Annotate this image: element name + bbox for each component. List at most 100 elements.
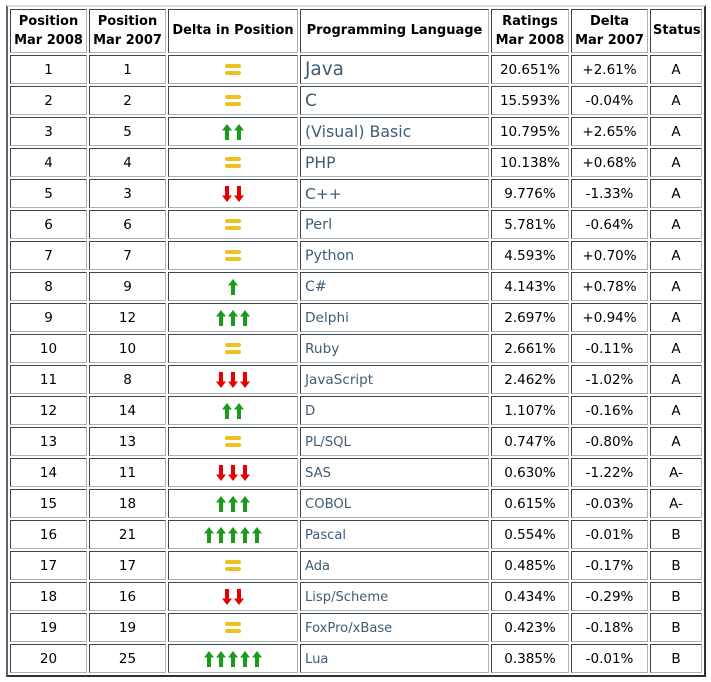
table-row: 1 1 Java 20.651% +2.61% A [10, 55, 702, 84]
ratings-cell: 4.143% [491, 272, 569, 301]
language-cell: FoxPro/xBase [300, 613, 489, 642]
language-name: Pascal [305, 527, 347, 543]
col-header-delta-ratings: Delta Mar 2007 [571, 9, 648, 53]
position-2007-cell: 21 [89, 520, 166, 549]
status-cell: A- [650, 489, 702, 518]
status-cell: A [650, 55, 702, 84]
position-2008-cell: 2 [10, 86, 87, 115]
equal-icon [225, 250, 241, 261]
language-name: COBOL [305, 496, 352, 512]
table-row: 18 16 Lisp/Scheme 0.434% -0.29% B [10, 582, 702, 611]
position-2007-cell: 7 [89, 241, 166, 270]
language-cell: C++ [300, 179, 489, 208]
delta-ratings-cell: -0.11% [571, 334, 648, 363]
delta-position-cell [168, 613, 298, 642]
header-line: Status [653, 23, 701, 39]
delta-position-cell [168, 551, 298, 580]
language-cell: Lisp/Scheme [300, 582, 489, 611]
position-2007-cell: 14 [89, 396, 166, 425]
position-2007-cell: 3 [89, 179, 166, 208]
delta-ratings-cell: +0.68% [571, 148, 648, 177]
up-arrow-icon [204, 526, 214, 543]
delta-ratings-cell: -0.64% [571, 210, 648, 239]
position-2007-cell: 12 [89, 303, 166, 332]
ratings-cell: 2.661% [491, 334, 569, 363]
up-arrow-icon [216, 650, 226, 667]
position-2008-cell: 15 [10, 489, 87, 518]
equal-icon [225, 622, 241, 633]
delta-ratings-cell: -1.22% [571, 458, 648, 487]
language-name: C# [305, 278, 327, 295]
equal-icon [225, 436, 241, 447]
delta-position-cell [168, 520, 298, 549]
position-2008-cell: 14 [10, 458, 87, 487]
language-cell: SAS [300, 458, 489, 487]
language-cell: (Visual) Basic [300, 117, 489, 146]
ratings-cell: 9.776% [491, 179, 569, 208]
status-cell: A [650, 86, 702, 115]
ratings-cell: 0.385% [491, 644, 569, 673]
position-2007-cell: 9 [89, 272, 166, 301]
position-2008-cell: 11 [10, 365, 87, 394]
delta-ratings-cell: +0.78% [571, 272, 648, 301]
table-header: Position Mar 2008 Position Mar 2007 Delt… [10, 9, 702, 53]
position-2007-cell: 10 [89, 334, 166, 363]
position-2007-cell: 6 [89, 210, 166, 239]
position-2008-cell: 6 [10, 210, 87, 239]
status-cell: B [650, 582, 702, 611]
ratings-cell: 4.593% [491, 241, 569, 270]
down-arrow-icon [234, 185, 244, 202]
delta-position-cell [168, 396, 298, 425]
position-2008-cell: 9 [10, 303, 87, 332]
language-name: Python [305, 247, 355, 264]
language-cell: Ruby [300, 334, 489, 363]
delta-position-cell [168, 179, 298, 208]
equal-icon [225, 95, 241, 106]
language-cell: PL/SQL [300, 427, 489, 456]
delta-position-cell [168, 458, 298, 487]
status-cell: A [650, 365, 702, 394]
language-cell: D [300, 396, 489, 425]
position-2007-cell: 2 [89, 86, 166, 115]
ratings-cell: 0.630% [491, 458, 569, 487]
status-cell: A [650, 272, 702, 301]
table-row: 17 17 Ada 0.485% -0.17% B [10, 551, 702, 580]
up-arrow-icon [252, 526, 262, 543]
language-cell: Delphi [300, 303, 489, 332]
down-arrow-icon [216, 371, 226, 388]
up-arrow-icon [240, 650, 250, 667]
down-arrow-icon [222, 588, 232, 605]
delta-ratings-cell: -0.80% [571, 427, 648, 456]
up-arrow-icon [216, 526, 226, 543]
delta-position-cell [168, 148, 298, 177]
delta-position-cell [168, 303, 298, 332]
equal-icon [225, 343, 241, 354]
table-row: 7 7 Python 4.593% +0.70% A [10, 241, 702, 270]
position-2008-cell: 19 [10, 613, 87, 642]
language-cell: Pascal [300, 520, 489, 549]
table-row: 15 18 COBOL 0.615% -0.03% A- [10, 489, 702, 518]
tiobe-index-table: Position Mar 2008 Position Mar 2007 Delt… [6, 5, 706, 677]
ratings-cell: 10.138% [491, 148, 569, 177]
language-name: PHP [305, 153, 336, 172]
ratings-cell: 2.697% [491, 303, 569, 332]
equal-icon [225, 157, 241, 168]
ratings-cell: 5.781% [491, 210, 569, 239]
language-name: C [305, 90, 317, 111]
delta-position-cell [168, 117, 298, 146]
up-arrow-icon [228, 495, 238, 512]
language-name: JavaScript [305, 371, 374, 388]
delta-position-cell [168, 582, 298, 611]
delta-position-cell [168, 334, 298, 363]
ratings-cell: 0.485% [491, 551, 569, 580]
language-cell: C [300, 86, 489, 115]
ratings-cell: 10.795% [491, 117, 569, 146]
ratings-cell: 20.651% [491, 55, 569, 84]
position-2007-cell: 17 [89, 551, 166, 580]
status-cell: B [650, 644, 702, 673]
down-arrow-icon [216, 464, 226, 481]
language-name: D [305, 403, 316, 419]
ratings-cell: 0.747% [491, 427, 569, 456]
language-cell: Perl [300, 210, 489, 239]
